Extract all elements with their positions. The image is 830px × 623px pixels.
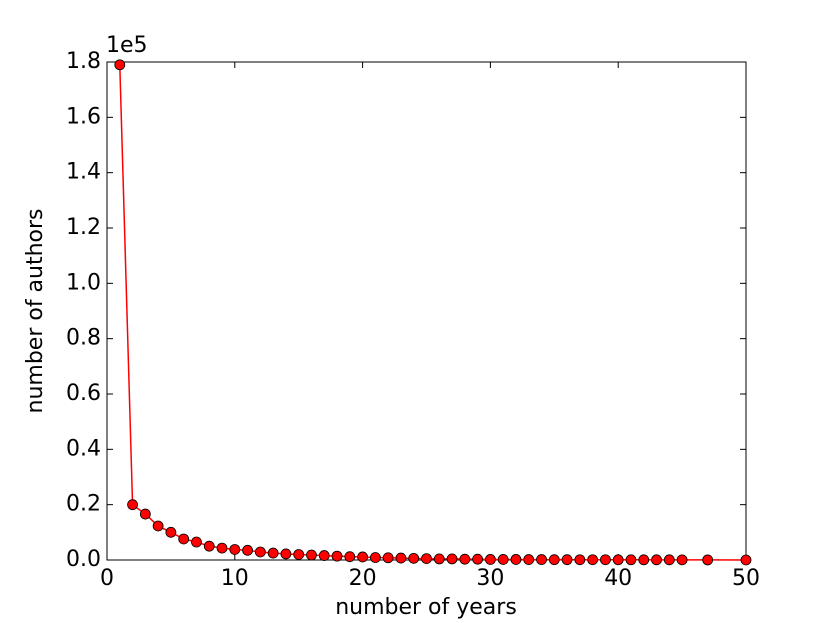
data-point <box>523 554 535 565</box>
data-point <box>421 553 432 565</box>
data-point <box>267 547 279 559</box>
data-point <box>293 549 305 560</box>
data-point <box>612 554 624 566</box>
data-point <box>178 533 190 545</box>
data-point <box>165 526 177 538</box>
data-point <box>280 548 292 560</box>
data-point <box>587 554 599 566</box>
data-point <box>242 544 253 556</box>
data-point <box>152 520 164 532</box>
data-point <box>561 554 573 566</box>
x-tick-label: 20 <box>349 566 377 591</box>
y-tick-label: 1.8 <box>66 49 101 74</box>
data-point <box>395 552 407 564</box>
data-point <box>216 542 228 554</box>
y-tick-label: 1.0 <box>66 270 101 295</box>
data-point <box>676 554 688 566</box>
data-point <box>638 554 650 566</box>
x-tick-label: 10 <box>221 566 249 591</box>
y-tick-label: 0.6 <box>66 381 101 406</box>
x-tick-label: 40 <box>604 566 632 591</box>
data-point <box>254 546 266 558</box>
data-point <box>306 549 317 561</box>
data-point <box>139 508 151 520</box>
y-tick-label: 1.4 <box>66 160 101 185</box>
data-point <box>536 554 547 565</box>
x-tick-label: 0 <box>100 566 114 591</box>
data-point <box>408 552 420 564</box>
data-point <box>191 536 202 548</box>
data-point <box>510 554 522 565</box>
data-point <box>472 553 484 565</box>
y-tick-label: 0.0 <box>66 547 101 572</box>
y-tick-label: 0.8 <box>66 326 101 351</box>
data-point <box>484 554 496 565</box>
data-point <box>203 540 215 552</box>
x-axis-label: number of years <box>335 595 517 620</box>
data-point <box>600 554 611 566</box>
data-point <box>369 552 381 563</box>
plot-frame <box>106 61 747 561</box>
y-tick-label: 1.2 <box>66 215 101 240</box>
data-point <box>318 550 330 561</box>
data-point <box>229 544 241 555</box>
series-line <box>119 64 747 561</box>
y-tick-label: 1.6 <box>66 104 101 129</box>
data-point <box>114 59 126 71</box>
y-offset-label: 1e5 <box>106 33 148 58</box>
data-point <box>459 553 471 565</box>
data-point <box>702 554 714 566</box>
data-point <box>663 554 675 566</box>
data-point <box>651 554 662 566</box>
data-point <box>625 554 637 566</box>
data-point <box>740 554 752 566</box>
y-tick-label: 0.4 <box>66 436 101 461</box>
data-point <box>344 551 356 563</box>
x-tick-label: 50 <box>732 566 760 591</box>
data-point <box>497 554 509 565</box>
data-point <box>548 554 560 566</box>
y-axis-label: number of authors <box>23 208 48 413</box>
data-point <box>382 552 394 564</box>
data-point <box>433 553 445 565</box>
data-point <box>127 499 138 511</box>
data-point <box>357 551 369 563</box>
y-tick-label: 0.2 <box>66 492 101 517</box>
data-point <box>446 553 458 565</box>
data-point <box>331 550 343 562</box>
data-point <box>574 554 586 566</box>
x-tick-label: 30 <box>476 566 504 591</box>
